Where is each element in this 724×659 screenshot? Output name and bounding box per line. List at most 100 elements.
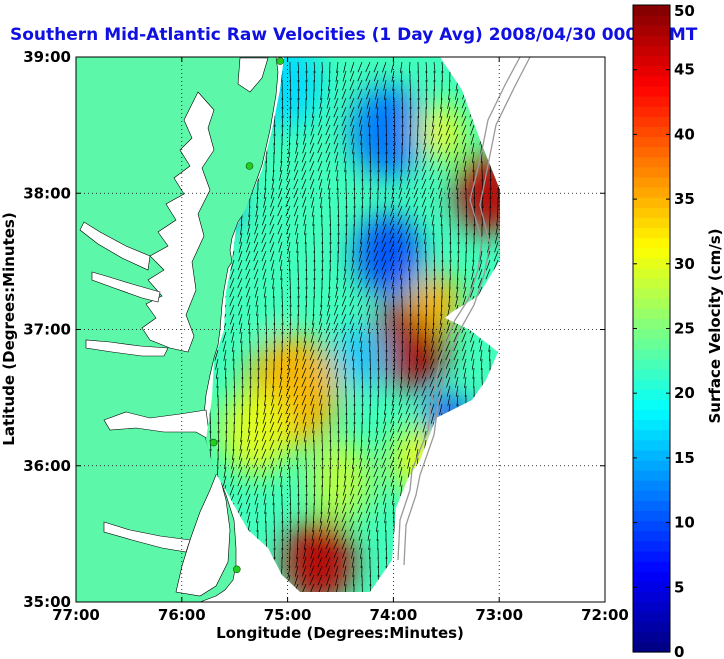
current-vector <box>310 538 315 550</box>
current-vector <box>429 169 435 181</box>
current-vector <box>359 124 363 136</box>
current-vector <box>281 88 284 101</box>
current-vector <box>365 268 371 280</box>
current-vector <box>329 241 332 254</box>
current-vector <box>301 376 307 388</box>
current-vector <box>352 358 355 370</box>
current-vector <box>318 313 323 325</box>
current-vector <box>390 466 395 478</box>
current-vector <box>489 178 492 190</box>
current-vector <box>429 160 435 172</box>
current-vector <box>361 376 364 389</box>
colorbar-segment <box>633 389 670 400</box>
current-vector <box>309 574 315 586</box>
current-vector <box>393 340 396 352</box>
current-vector <box>253 259 259 271</box>
current-vector <box>319 304 323 316</box>
current-vector <box>319 511 323 523</box>
current-vector <box>341 322 347 334</box>
current-vector <box>417 79 420 92</box>
current-vector <box>270 196 275 208</box>
current-vector <box>408 142 411 155</box>
current-vector <box>288 250 291 262</box>
current-vector <box>343 574 347 586</box>
current-vector <box>245 259 251 271</box>
current-vector <box>409 295 412 308</box>
current-vector <box>257 340 260 353</box>
colorbar-segment <box>633 106 670 117</box>
current-vector <box>265 529 267 542</box>
current-vector <box>352 565 355 577</box>
current-vector <box>255 205 259 217</box>
current-vector <box>381 232 387 244</box>
current-vector <box>256 196 259 208</box>
current-vector <box>253 466 259 478</box>
current-vector <box>368 538 371 550</box>
current-vector <box>272 286 275 299</box>
current-vector <box>493 259 499 271</box>
current-vector <box>398 457 403 469</box>
current-vector <box>390 205 395 217</box>
current-vector <box>261 430 267 442</box>
current-vector <box>294 574 299 586</box>
current-vector <box>365 286 371 298</box>
colorbar-segment <box>633 409 670 421</box>
current-vector <box>433 79 436 92</box>
current-vector <box>305 61 308 73</box>
current-vector <box>393 142 396 155</box>
current-vector <box>409 106 412 118</box>
current-vector <box>321 61 323 74</box>
current-vector <box>265 322 268 335</box>
current-vector <box>265 169 267 182</box>
current-vector <box>237 259 243 271</box>
current-vector <box>400 277 403 289</box>
current-vector <box>341 538 347 550</box>
current-vector <box>320 79 323 92</box>
current-vector <box>389 232 395 244</box>
current-vector <box>343 268 347 280</box>
current-vector <box>401 313 404 326</box>
current-vector <box>255 511 259 523</box>
current-vector <box>349 520 355 532</box>
current-vector <box>297 475 299 488</box>
current-vector <box>385 349 388 361</box>
current-vector <box>448 286 451 299</box>
current-vector <box>289 493 292 506</box>
current-vector <box>413 214 419 226</box>
current-vector <box>272 169 275 181</box>
current-vector <box>264 385 267 398</box>
current-vector <box>357 511 363 523</box>
current-vector <box>313 457 316 470</box>
current-vector <box>305 259 308 272</box>
current-vector <box>281 529 284 541</box>
current-vector <box>317 331 323 343</box>
current-vector <box>247 430 251 442</box>
current-vector <box>289 520 292 533</box>
current-vector <box>297 97 300 110</box>
current-vector <box>309 376 315 388</box>
current-vector <box>424 115 427 128</box>
current-vector <box>400 70 403 83</box>
current-vector <box>241 358 243 371</box>
current-vector <box>321 232 324 245</box>
current-vector <box>385 340 388 353</box>
current-vector <box>254 277 259 289</box>
colorbar-segment <box>633 318 670 330</box>
current-vector <box>359 331 363 343</box>
current-vector <box>317 151 323 163</box>
current-vector <box>429 142 435 154</box>
current-vector <box>357 286 363 298</box>
current-vector <box>245 493 251 505</box>
current-vector <box>445 124 451 136</box>
colorbar-segment <box>633 116 670 127</box>
current-vector <box>302 133 307 145</box>
current-vector <box>333 304 339 316</box>
current-vector <box>377 115 379 128</box>
current-vector <box>462 151 467 163</box>
current-vector <box>357 277 363 289</box>
current-vector <box>326 367 331 379</box>
current-vector <box>361 142 363 155</box>
current-vector <box>333 124 339 136</box>
current-vector <box>360 439 363 451</box>
current-vector <box>328 484 331 497</box>
